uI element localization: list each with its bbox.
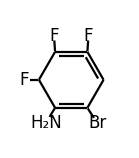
Text: F: F bbox=[20, 71, 29, 89]
Text: F: F bbox=[84, 27, 93, 45]
Text: Br: Br bbox=[88, 114, 106, 132]
Text: F: F bbox=[49, 27, 59, 45]
Text: H₂N: H₂N bbox=[30, 114, 62, 132]
